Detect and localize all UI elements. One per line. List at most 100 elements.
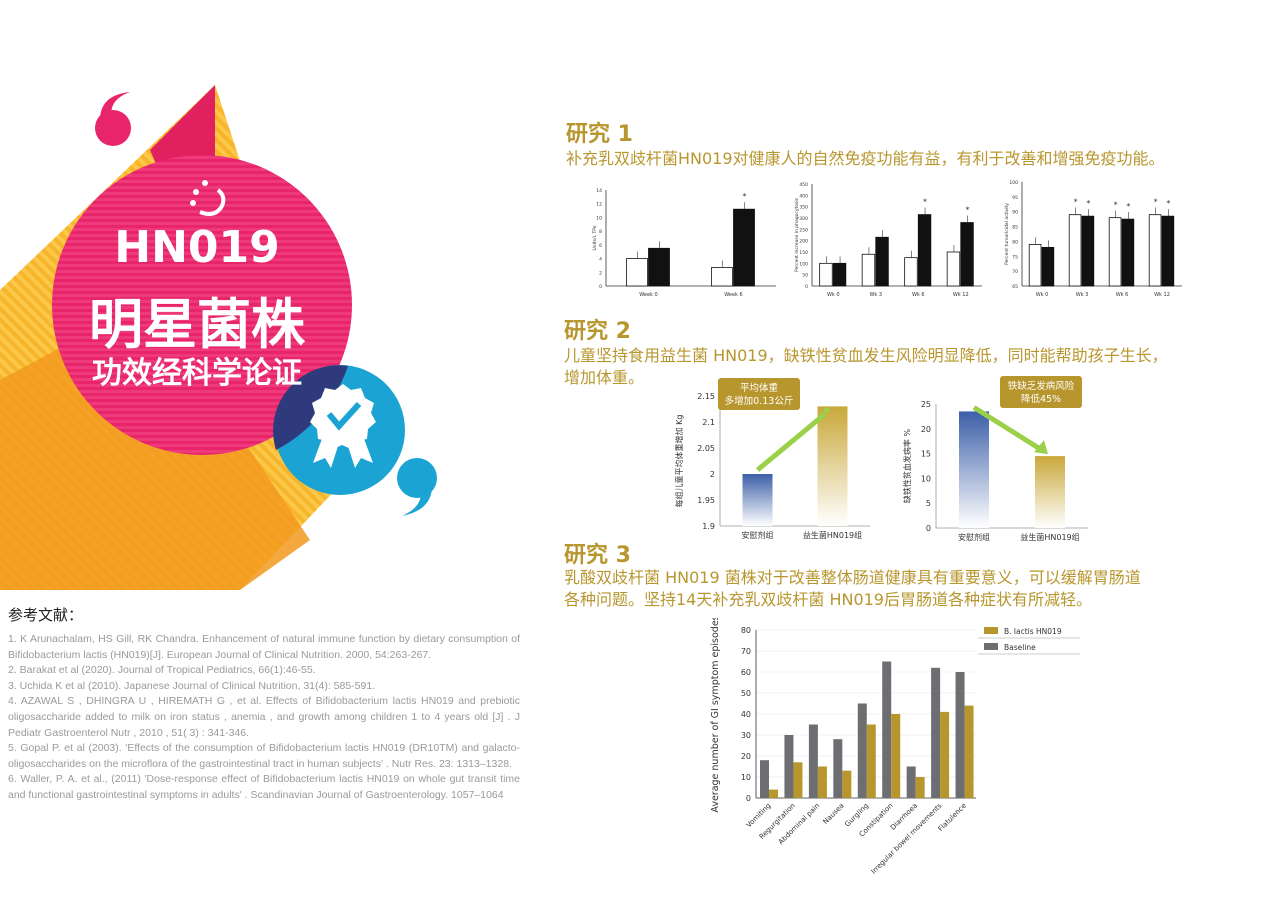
y-tick-label: 40 bbox=[741, 710, 751, 719]
y-tick-label: 250 bbox=[799, 227, 808, 233]
bar bbox=[819, 262, 833, 287]
bar bbox=[1068, 214, 1082, 287]
y-tick-label: 30 bbox=[741, 731, 751, 740]
x-tick-label: 益生菌HN019组 bbox=[803, 530, 862, 540]
hero-subtitle: 明星菌株 bbox=[89, 293, 305, 356]
bar bbox=[817, 406, 848, 526]
bar bbox=[931, 667, 941, 798]
y-axis-label: Average number of GI symptom episodes bbox=[710, 618, 721, 813]
bar bbox=[842, 770, 852, 798]
significance-marker: * bbox=[1126, 202, 1130, 211]
callout-line1: 平均体重 bbox=[740, 382, 779, 394]
significance-marker: * bbox=[1154, 198, 1158, 207]
bar bbox=[1028, 244, 1042, 287]
y-tick-label: 8 bbox=[599, 229, 602, 235]
bar bbox=[808, 724, 818, 798]
x-tick-label: 安慰剂组 bbox=[958, 532, 990, 542]
study3-desc-line1: 乳酸双歧杆菌 HN019 菌株对于改善整体肠道健康具有重要意义，可以缓解胃肠道 bbox=[564, 568, 1141, 587]
y-tick-label: 50 bbox=[741, 689, 751, 698]
y-tick-label: 2.1 bbox=[702, 418, 715, 427]
y-tick-label: 150 bbox=[799, 250, 808, 256]
y-axis-label: Percent increase in phagocytosis bbox=[794, 197, 800, 272]
study3-title: 研究 3 bbox=[564, 543, 631, 568]
bar bbox=[906, 766, 916, 798]
quote-open-icon bbox=[95, 92, 131, 146]
significance-marker: * bbox=[923, 198, 927, 207]
bar bbox=[1161, 215, 1175, 287]
bar bbox=[866, 724, 876, 798]
bar bbox=[1148, 214, 1162, 287]
study3-gi-chart: 0 10 20 30 40 50 60 70 80 Average number of GI sy… bbox=[710, 618, 1080, 876]
bar bbox=[648, 247, 670, 287]
bar bbox=[1041, 246, 1055, 287]
trend-arrow-head bbox=[816, 406, 831, 421]
y-tick-label: 0 bbox=[926, 524, 931, 533]
x-tick-label: Week 0 bbox=[639, 292, 657, 298]
callout-line1: 铁缺乏发病风险 bbox=[1008, 380, 1075, 392]
bar bbox=[733, 208, 755, 287]
x-tick-label: Nausea bbox=[822, 802, 846, 826]
bar bbox=[917, 214, 932, 287]
legend-swatch bbox=[984, 643, 998, 650]
bar bbox=[940, 711, 950, 798]
study1-chart-3: 65 70 75 80 85 90 95 100 Percent tumoricidal act… bbox=[1004, 180, 1182, 298]
y-tick-label: 350 bbox=[799, 205, 808, 211]
y-tick-label: 75 bbox=[1012, 254, 1018, 260]
bar bbox=[946, 251, 961, 287]
bar bbox=[955, 672, 965, 798]
x-tick-label: 安慰剂组 bbox=[742, 530, 774, 540]
study2-desc-line1: 儿童坚持食用益生菌 HN019，缺铁性贫血发生风险明显降低，同时能帮助孩子生长， bbox=[564, 346, 1168, 365]
bar bbox=[1108, 217, 1122, 287]
bar bbox=[959, 411, 989, 528]
y-tick-label: 85 bbox=[1012, 225, 1018, 231]
y-tick-label: 20 bbox=[741, 752, 751, 761]
bar bbox=[964, 705, 974, 798]
y-tick-label: 400 bbox=[799, 193, 808, 199]
reference-item: 1. K Arunachalam, HS Gill, RK Chandra. E… bbox=[8, 633, 520, 661]
x-tick-label: Wk 0 bbox=[1036, 292, 1049, 298]
y-tick-label: 20 bbox=[921, 425, 931, 434]
bar bbox=[960, 222, 974, 287]
bar bbox=[817, 766, 827, 798]
callout-line2: 多增加0.13公斤 bbox=[725, 395, 794, 407]
y-tick-label: 0 bbox=[599, 284, 602, 290]
study3-desc-line2: 各种问题。坚持14天补充乳双歧杆菌 HN019后胃肠道各种症状有所减轻。 bbox=[564, 590, 1092, 609]
y-tick-label: 450 bbox=[799, 182, 808, 188]
bar bbox=[742, 474, 773, 526]
y-tick-label: 25 bbox=[921, 400, 931, 409]
legend-label: Baseline bbox=[1004, 643, 1036, 652]
references-title: 参考文献： bbox=[8, 606, 84, 624]
y-tick-label: 80 bbox=[741, 626, 751, 635]
trend-arrow-head bbox=[1034, 440, 1048, 455]
bar bbox=[832, 262, 847, 287]
x-tick-label: Week 6 bbox=[724, 292, 742, 298]
legend-swatch bbox=[984, 627, 998, 634]
y-tick-label: 10 bbox=[741, 773, 751, 782]
significance-marker: * bbox=[1086, 199, 1090, 208]
y-tick-label: 0 bbox=[805, 284, 808, 290]
bar bbox=[1035, 456, 1065, 528]
study2-anemia-chart: 0 5 10 15 20 25 缺铁性贫血发病率 % 安慰剂组 益生菌HN019组 铁缺乏发病风险… bbox=[902, 376, 1088, 542]
y-tick-label: 80 bbox=[1012, 239, 1018, 245]
y-axis-label: 每组儿童平均体重增加 Kg bbox=[674, 415, 684, 508]
study1-chart-1: 0 2 4 6 8 10 12 14 Units/L TPo Week 0 Week 6 * bbox=[592, 188, 776, 298]
y-tick-label: 90 bbox=[1012, 210, 1018, 216]
y-tick-label: 2 bbox=[599, 270, 602, 276]
overlap-lens bbox=[273, 365, 348, 450]
trend-arrow bbox=[972, 405, 1044, 453]
callout-box bbox=[1000, 376, 1082, 408]
y-tick-label: 2 bbox=[710, 470, 715, 479]
y-tick-label: 200 bbox=[799, 239, 808, 245]
bar bbox=[882, 661, 892, 798]
study1-chart-2: 0 50 100 150 200 250 300 350 400 450 Percent incre… bbox=[794, 182, 982, 298]
x-tick-label: Wk 3 bbox=[1076, 292, 1089, 298]
x-tick-label: Wk 3 bbox=[869, 292, 882, 298]
bar bbox=[875, 236, 889, 287]
y-tick-label: 2.05 bbox=[697, 444, 715, 453]
y-tick-label: 1.95 bbox=[697, 496, 715, 505]
bar bbox=[1081, 215, 1095, 287]
y-tick-label: 12 bbox=[596, 202, 602, 208]
study2-desc-line2: 增加体重。 bbox=[564, 368, 645, 387]
y-tick-label: 50 bbox=[802, 273, 808, 279]
y-tick-label: 65 bbox=[1012, 284, 1018, 290]
